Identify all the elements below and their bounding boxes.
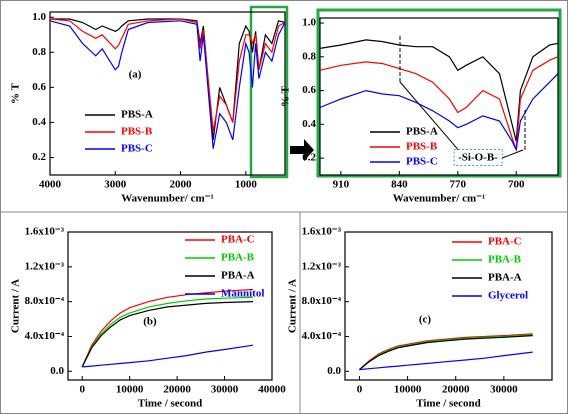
x-tick-label: 910 (333, 179, 350, 191)
plot-frame (319, 17, 559, 176)
x-tick-label: 2000 (170, 179, 193, 191)
series-line (319, 73, 559, 152)
y-tick-label: 0.6 (302, 84, 316, 96)
legend-label: PBS-A (121, 109, 153, 121)
annotation: (b) (143, 316, 157, 328)
annotation: (a) (129, 69, 142, 81)
legend-label: PBS-B (406, 141, 438, 153)
legend-label: PBA-A (488, 272, 522, 284)
y-tick-label: 1.6x10⁻³ (302, 226, 342, 238)
x-tick-label: 10000 (394, 384, 422, 396)
x-tick-label: 3000 (104, 179, 127, 191)
x-axis-label: Time / second (416, 398, 481, 410)
plot-frame (49, 11, 286, 176)
annotation: (c) (419, 314, 432, 326)
x-tick-label: 0 (79, 384, 85, 396)
pointer (399, 81, 459, 150)
y-tick-label: 0.6 (32, 81, 46, 93)
arrow (290, 139, 314, 161)
x-axis-label: Wavenumber/ cm⁻¹ (121, 193, 214, 205)
x-tick-label: 10000 (116, 384, 144, 396)
x-tick-label: 1000 (235, 179, 258, 191)
x-tick-label: 0 (357, 384, 363, 396)
series-line (359, 351, 533, 371)
legend-label: PBS-B (121, 126, 153, 138)
legend-label: PBS-C (406, 156, 438, 168)
legend-label: Mannitol (221, 288, 264, 300)
y-tick-label: 0.0 (50, 365, 64, 377)
legend-label: PBA-C (488, 236, 522, 248)
x-tick-label: 840 (391, 179, 408, 191)
y-tick-label: 1.2x10⁻³ (302, 260, 342, 272)
legend-label: PBA-A (221, 270, 255, 282)
x-tick-label: 700 (508, 179, 525, 191)
legend-label: PBS-A (406, 126, 438, 138)
series-line (49, 18, 286, 132)
y-axis-label: Current / A (287, 279, 299, 333)
x-tick-label: 4000 (39, 179, 62, 191)
x-axis-label: Wavenumber/ cm⁻¹ (393, 193, 486, 205)
series-line (82, 344, 254, 368)
y-axis-label: % T (280, 85, 292, 107)
y-tick-label: 1.6x10⁻³ (25, 226, 65, 238)
y-tick-label: 0.2 (302, 152, 316, 164)
series-line (81, 301, 254, 368)
annotation: -Si-O-B- (458, 152, 498, 164)
y-tick-label: 0.4 (32, 116, 46, 128)
y-tick-label: 0.8 (32, 46, 46, 58)
series-line (319, 56, 559, 150)
series-line (319, 39, 559, 142)
y-tick-label: 1.0 (302, 17, 316, 29)
plot-frame (67, 231, 273, 381)
series-line (359, 335, 533, 371)
y-tick-label: 1.0 (32, 11, 46, 23)
y-tick-label: 1.2x10⁻³ (25, 260, 65, 272)
y-tick-label: 0.4 (302, 118, 316, 130)
legend-label: PBS-C (121, 143, 153, 155)
legend-label: PBA-C (221, 234, 255, 246)
y-tick-label: 4.0x10⁻⁴ (302, 330, 342, 342)
y-tick-label: 0.8 (302, 50, 316, 62)
y-tick-label: 0.0 (327, 365, 341, 377)
series-line (81, 288, 254, 368)
x-axis-label: Time / second (138, 398, 203, 410)
legend-label: PBA-B (488, 254, 522, 266)
series-line (358, 333, 533, 371)
x-tick-label: 30000 (490, 384, 518, 396)
y-axis-label: % T (10, 82, 22, 104)
series-line (81, 296, 254, 368)
y-tick-label: 4.0x10⁻⁴ (25, 330, 65, 342)
zoom-frame (316, 8, 562, 178)
x-tick-label: 20000 (163, 384, 191, 396)
x-tick-label: 770 (450, 179, 467, 191)
y-tick-label: 8.0x10⁻⁴ (302, 295, 342, 307)
highlight-box (249, 5, 289, 179)
legend-label: Glycerol (488, 290, 528, 302)
series-line (49, 20, 286, 149)
plot-frame (344, 231, 553, 381)
legend-label: PBA-B (221, 252, 255, 264)
x-tick-label: 20000 (442, 384, 470, 396)
x-tick-label: 30000 (211, 384, 239, 396)
pointer (502, 149, 524, 159)
y-tick-label: 0.2 (32, 151, 46, 163)
y-axis-label: Current / A (10, 279, 22, 333)
x-tick-label: 40000 (258, 384, 286, 396)
y-tick-label: 8.0x10⁻⁴ (25, 295, 65, 307)
